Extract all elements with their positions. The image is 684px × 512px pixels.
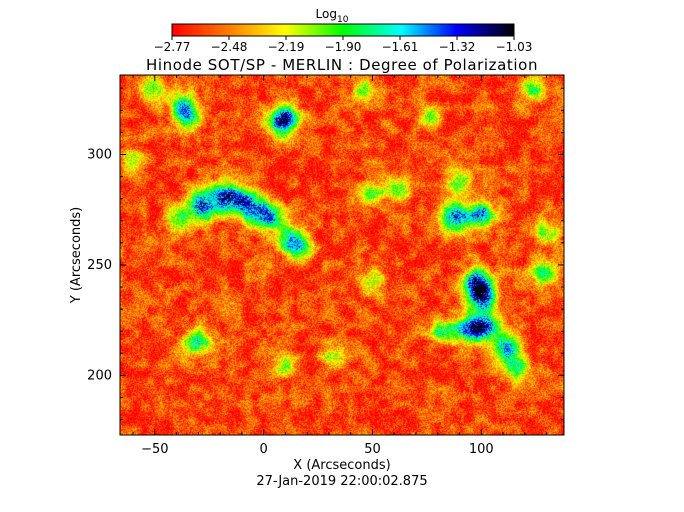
- x-axis-label: X (Arcseconds): [293, 458, 390, 473]
- colorbar-label: Log10: [316, 7, 349, 25]
- chart-title: Hinode SOT/SP - MERLIN : Degree of Polar…: [146, 56, 538, 74]
- y-axis-label: Y (Arcseconds): [69, 207, 84, 304]
- x-tick-label: 0: [260, 442, 268, 457]
- x-tick-label: −50: [141, 442, 168, 457]
- colorbar: [171, 23, 515, 37]
- plot-frame: [119, 74, 565, 436]
- y-tick-label: 300: [87, 148, 112, 163]
- y-tick-label: 200: [87, 368, 112, 383]
- heatmap-image: [120, 75, 564, 435]
- colorbar-tick-label: −1.61: [382, 40, 419, 54]
- timestamp: 27-Jan-2019 22:00:02.875: [256, 474, 427, 489]
- polarization-map: [120, 75, 564, 435]
- x-tick-label: 100: [469, 442, 494, 457]
- colorbar-tick-label: −1.90: [325, 40, 362, 54]
- colorbar-tick-label: −1.32: [439, 40, 476, 54]
- colorbar-tick-label: −2.77: [154, 40, 191, 54]
- colorbar-tick-label: −1.03: [496, 40, 533, 54]
- colorbar-tick-label: −2.48: [211, 40, 248, 54]
- axes: −50 0 50 100 200 250 300: [87, 75, 564, 457]
- y-tick-label: 250: [87, 258, 112, 273]
- x-tick-label: 50: [364, 442, 381, 457]
- colorbar-ticks: −2.77 −2.48 −2.19 −1.90 −1.61 −1.32 −1.03: [154, 36, 533, 54]
- colorbar-tick-label: −2.19: [268, 40, 305, 54]
